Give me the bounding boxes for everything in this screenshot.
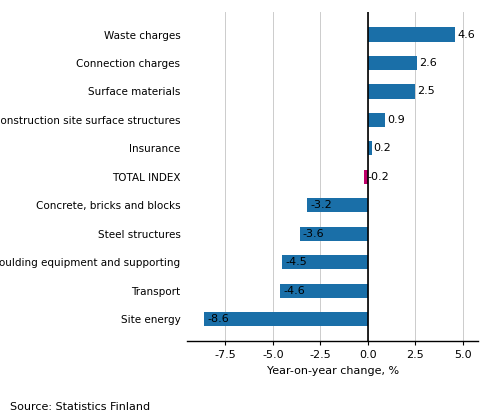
Text: Source: Statistics Finland: Source: Statistics Finland	[10, 402, 150, 412]
Text: -3.2: -3.2	[310, 200, 332, 210]
Bar	[364, 170, 368, 184]
Bar	[205, 312, 368, 326]
Bar	[307, 198, 368, 212]
Text: 2.5: 2.5	[418, 87, 435, 97]
Bar	[368, 84, 416, 99]
Bar	[281, 283, 368, 298]
Bar	[368, 113, 385, 127]
Text: 2.6: 2.6	[419, 58, 437, 68]
Text: -4.5: -4.5	[285, 257, 307, 267]
Text: 0.2: 0.2	[374, 144, 391, 154]
Bar	[368, 141, 372, 156]
Text: 4.6: 4.6	[458, 30, 475, 40]
Text: -4.6: -4.6	[283, 286, 305, 296]
Bar	[300, 227, 368, 241]
Text: -3.6: -3.6	[302, 229, 324, 239]
Text: -8.6: -8.6	[207, 314, 229, 324]
Bar	[282, 255, 368, 269]
Bar	[368, 56, 418, 70]
X-axis label: Year-on-year change, %: Year-on-year change, %	[267, 366, 399, 376]
Text: 0.9: 0.9	[387, 115, 405, 125]
Text: -0.2: -0.2	[367, 172, 389, 182]
Bar	[368, 27, 456, 42]
